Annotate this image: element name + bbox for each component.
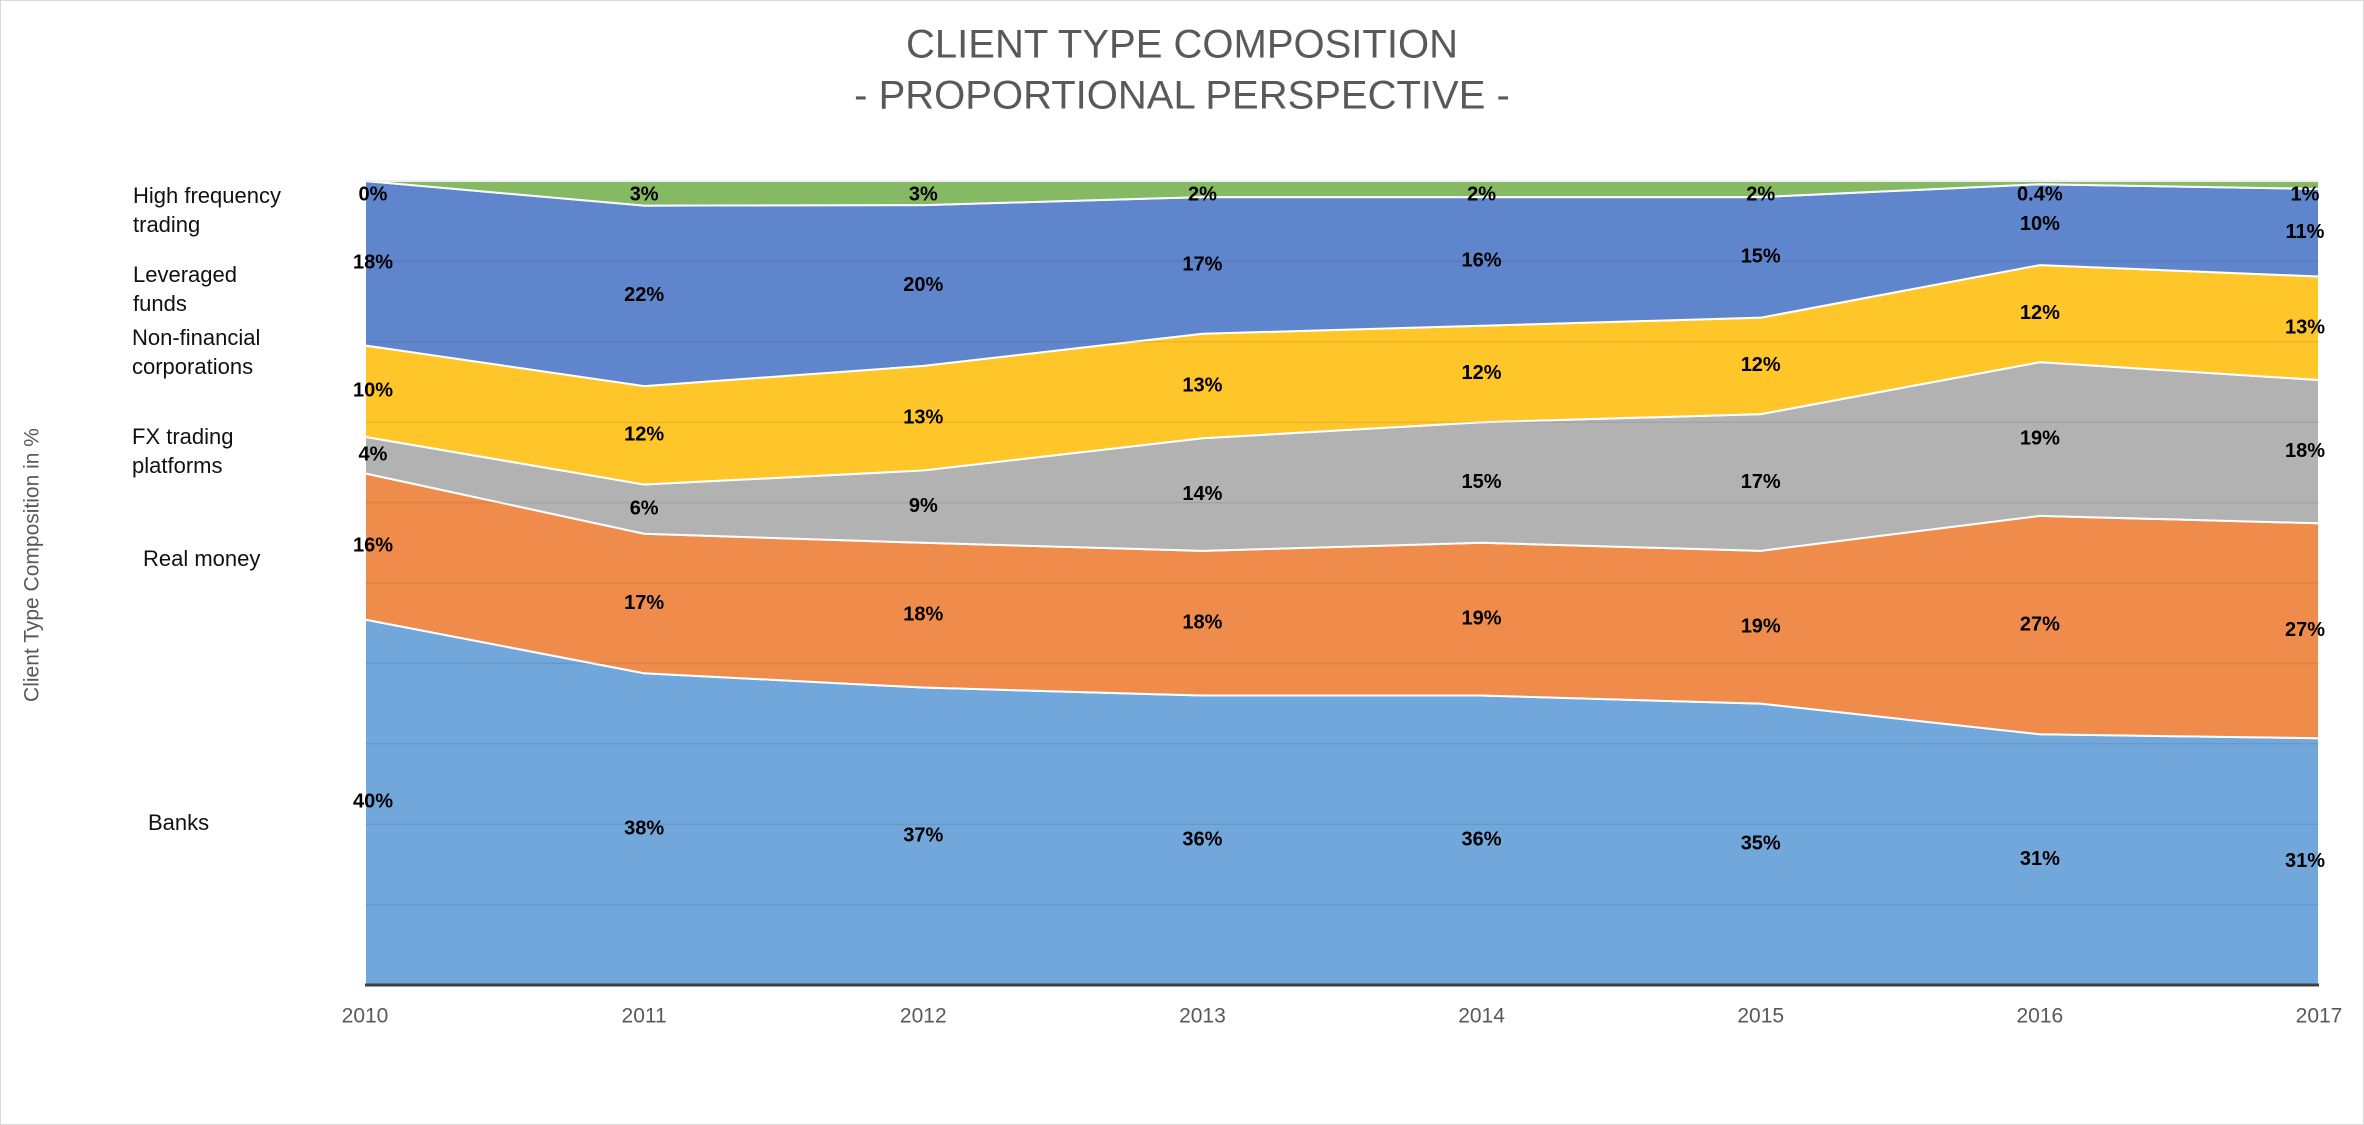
legend-entry: Banks <box>148 810 210 835</box>
data-label: 13% <box>2285 317 2325 339</box>
data-label: 9% <box>909 495 938 517</box>
data-label: 27% <box>2020 613 2060 635</box>
x-tick-label: 2014 <box>1458 1005 1505 1028</box>
data-label: 17% <box>624 592 664 614</box>
legend-entry: Non-financial corporations <box>132 325 261 379</box>
data-label: 12% <box>1462 362 1502 384</box>
legend-entry: FX trading platforms <box>132 424 234 478</box>
data-label: 17% <box>1182 254 1222 276</box>
data-label: 31% <box>2020 848 2060 870</box>
data-label: 27% <box>2285 619 2325 641</box>
data-label: 40% <box>353 791 393 813</box>
data-label: 12% <box>624 424 664 446</box>
data-label: 17% <box>1741 471 1781 493</box>
data-label: 16% <box>1462 250 1502 272</box>
chart-subtitle: - PROPORTIONAL PERSPECTIVE - <box>854 74 1510 118</box>
data-label: 10% <box>353 379 393 401</box>
data-label: 16% <box>353 535 393 557</box>
x-tick-label: 2011 <box>622 1005 667 1028</box>
data-label: 18% <box>2285 440 2325 462</box>
data-label: 10% <box>2020 213 2060 235</box>
data-label: 12% <box>1741 354 1781 376</box>
data-label: 38% <box>624 817 664 839</box>
area <box>364 180 2320 207</box>
data-label: 36% <box>1182 829 1222 851</box>
data-label: 14% <box>1182 483 1222 505</box>
data-label: 3% <box>630 183 659 205</box>
x-tick-label: 2013 <box>1179 1005 1226 1028</box>
data-label: 2% <box>1467 183 1496 205</box>
data-label: 2% <box>1746 183 1775 205</box>
data-label: 19% <box>1462 607 1502 629</box>
x-tick-label: 2012 <box>900 1005 947 1028</box>
data-label: 3% <box>909 183 938 205</box>
data-label: 0.4% <box>2017 183 2063 205</box>
data-label: 2% <box>1188 183 1217 205</box>
legend-entry: Leveraged funds <box>133 262 237 316</box>
x-tick-label: 2010 <box>342 1005 389 1028</box>
data-label: 19% <box>1741 616 1781 638</box>
legend-entry: High frequency trading <box>133 183 281 237</box>
data-label: 22% <box>624 284 664 306</box>
data-label: 15% <box>1462 471 1502 493</box>
data-label: 0% <box>359 183 388 205</box>
chart-title: CLIENT TYPE COMPOSITION <box>906 23 1458 67</box>
legend-entry: Real money <box>143 546 261 571</box>
data-label: 18% <box>353 252 393 274</box>
data-label: 13% <box>1182 374 1222 396</box>
data-label: 11% <box>2286 221 2325 243</box>
y-axis-title: Client Type Composition in % <box>21 428 44 702</box>
data-label: 6% <box>630 497 659 519</box>
data-label: 36% <box>1462 829 1502 851</box>
x-tick-label: 2017 <box>2296 1005 2343 1028</box>
data-label: 18% <box>1182 611 1222 633</box>
data-label: 19% <box>2020 427 2060 449</box>
data-label: 13% <box>903 406 943 428</box>
data-label: 35% <box>1741 833 1781 855</box>
data-label: 12% <box>2020 302 2060 324</box>
data-label: 4% <box>359 443 388 465</box>
data-label: 20% <box>903 274 943 296</box>
data-label: 18% <box>903 603 943 625</box>
x-tick-label: 2016 <box>2016 1005 2063 1028</box>
data-label: 31% <box>2285 850 2325 872</box>
x-tick-label: 2015 <box>1737 1005 1784 1028</box>
data-label: 1% <box>2291 183 2320 205</box>
data-label: 15% <box>1741 246 1781 268</box>
data-label: 37% <box>903 825 943 847</box>
